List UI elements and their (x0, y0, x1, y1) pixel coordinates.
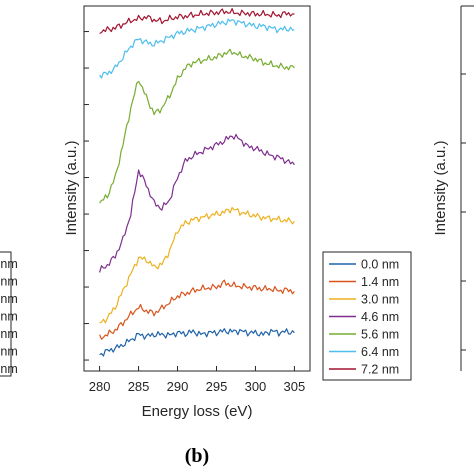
series-line-5-6-nm (99, 48, 295, 204)
legend-label: 5.6 nm (361, 328, 399, 342)
legend: 0.0 nm 1.4 nm 3.0 nm 4.6 nm 5.6 nm 6.4 nm 7.2 … (322, 251, 412, 381)
legend-label: 3.0 nm (361, 293, 399, 307)
x-tick-label: 290 (167, 379, 189, 394)
left-legend-label: 6 nm (0, 362, 18, 376)
left-legend-label: 0 nm (0, 257, 18, 271)
series-line-0-0-nm (99, 328, 295, 357)
left-neighbor-legend: 0 nm 8 nm 0 nm 4 nm 8 nm 8 nm 6 nm (0, 251, 18, 377)
x-tick-label: 285 (128, 379, 150, 394)
right-neighbor-y-title: Intensity (a.u.) (432, 140, 449, 235)
legend-label: 6.4 nm (361, 345, 399, 359)
plot-frame (83, 5, 311, 372)
series-line-3-0-nm (99, 206, 295, 324)
series-line-6-4-nm (99, 18, 295, 79)
legend-label: 1.4 nm (361, 275, 399, 289)
x-axis-title: Energy loss (eV) (142, 403, 253, 420)
x-tick-label: 295 (206, 379, 228, 394)
y-axis-title: Intensity (a.u.) (63, 140, 80, 235)
legend-label: 0.0 nm (361, 258, 399, 272)
left-legend-label: 8 nm (0, 327, 18, 341)
series-line-7-2-nm (99, 8, 295, 35)
x-tick-label: 300 (245, 379, 267, 394)
series-line-1-4-nm (99, 279, 295, 340)
left-legend-label: 4 nm (0, 310, 18, 324)
left-legend-label: 0 nm (0, 292, 18, 306)
right-neighbor-panel: Intensity (a.u.) (432, 5, 474, 371)
x-tick-label: 280 (89, 379, 111, 394)
legend-label: 4.6 nm (361, 310, 399, 324)
spectra-layer (99, 8, 295, 357)
left-legend-label: 8 nm (0, 275, 18, 289)
legend-label: 7.2 nm (361, 363, 399, 377)
panel-label: (b) (185, 445, 209, 467)
x-tick-label: 305 (284, 379, 306, 394)
left-legend-label: 8 nm (0, 345, 18, 359)
series-line-4-6-nm (99, 133, 295, 273)
y-axis-ticks (84, 31, 89, 361)
x-axis-ticks: 280 285 290 295 300 305 (89, 366, 306, 394)
